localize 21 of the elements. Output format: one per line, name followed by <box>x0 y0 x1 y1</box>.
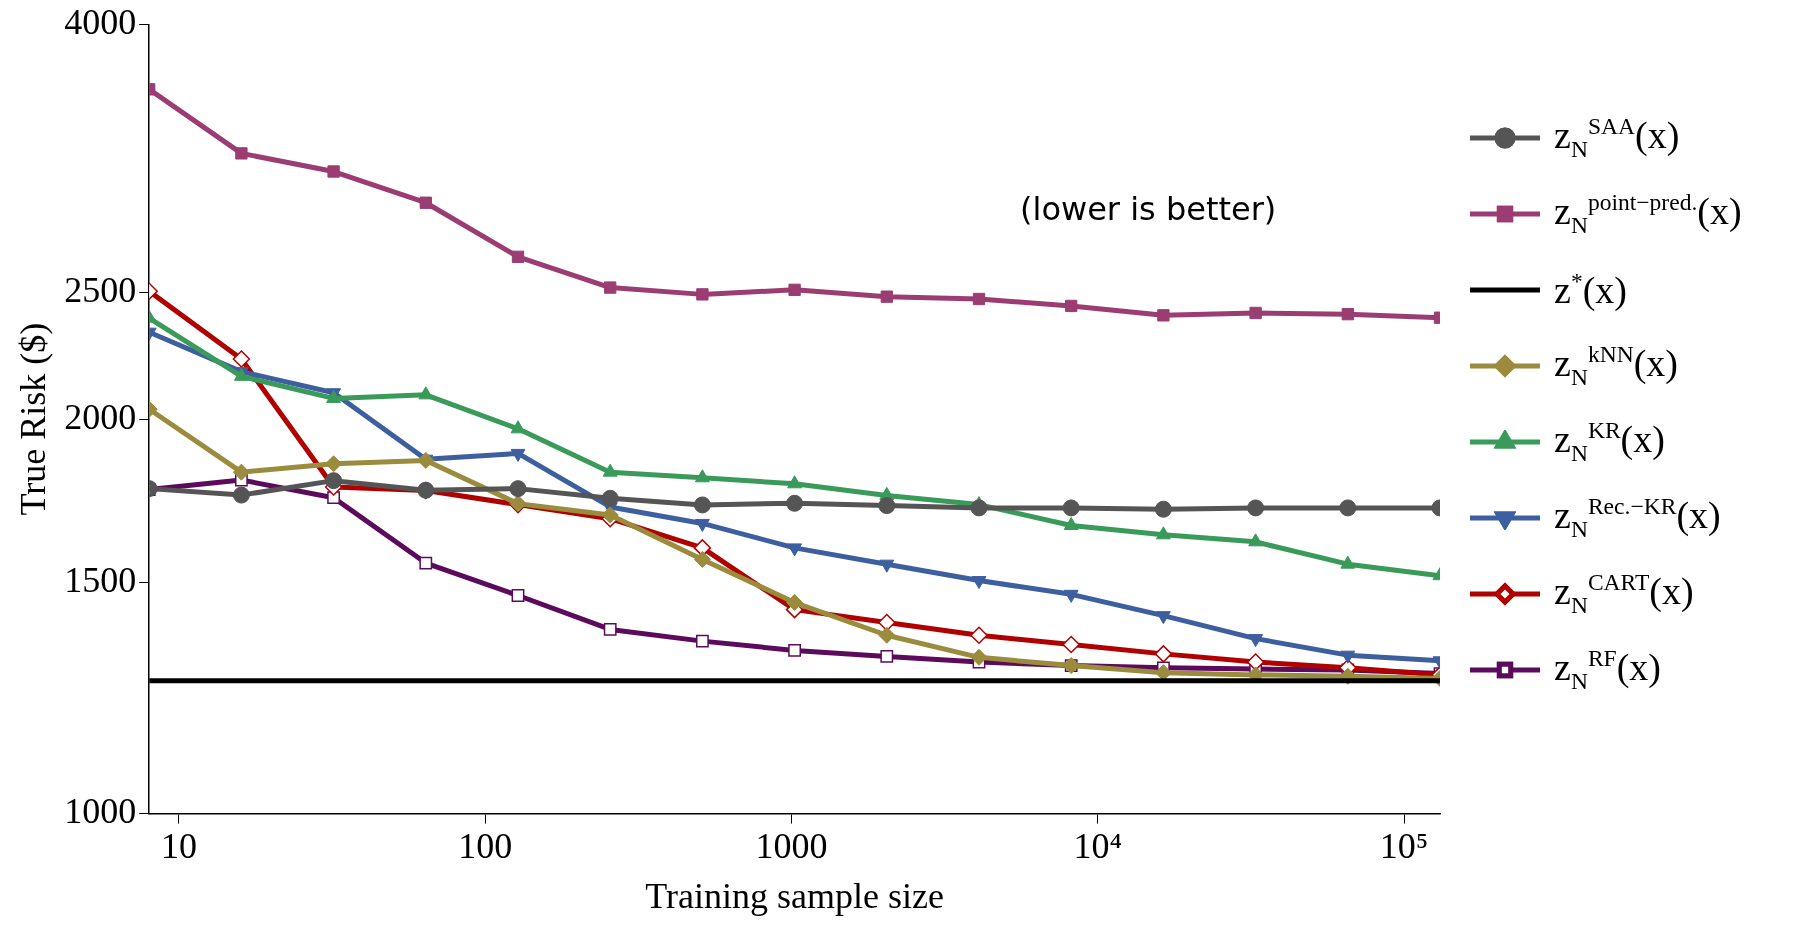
x-tick-label: 10⁵ <box>1379 825 1429 866</box>
y-tick-label: 1500 <box>64 560 137 601</box>
legend-label: z$_{N}$$^{KR}$(x) <box>1554 417 1665 467</box>
legend-label: z$_{N}$$^{Rec.−KR}$(x) <box>1554 493 1721 543</box>
legend-label: z$_{N}$$^{SAA}$(x) <box>1554 113 1680 163</box>
legend-label: z$_{N}$$^{CART}$(x) <box>1554 569 1694 619</box>
y-tick-label: 2500 <box>64 269 137 310</box>
x-tick-label: 100 <box>458 825 513 866</box>
x-tick-label: 1000 <box>755 825 828 866</box>
legend-label: z$_{N}$$^{kNN}$(x) <box>1554 341 1678 391</box>
y-tick-label: 2000 <box>64 396 137 437</box>
y-axis-title: True Risk ($) <box>13 322 54 516</box>
legend-label: z$_{N}$$^{RF}$(x) <box>1554 645 1662 695</box>
y-tick-label: 1000 <box>64 791 137 832</box>
legend-label: z$^{*}$(x) <box>1554 268 1627 312</box>
y-tick-label: 4000 <box>64 2 137 43</box>
annotation: (lower is better) <box>1020 190 1277 228</box>
x-tick-label: 10⁴ <box>1073 825 1123 866</box>
x-axis-title: Training sample size <box>645 875 944 916</box>
x-tick-label: 10 <box>160 825 197 866</box>
legend-label: z$_{N}$$^{point−pred.}$(x) <box>1554 189 1742 239</box>
